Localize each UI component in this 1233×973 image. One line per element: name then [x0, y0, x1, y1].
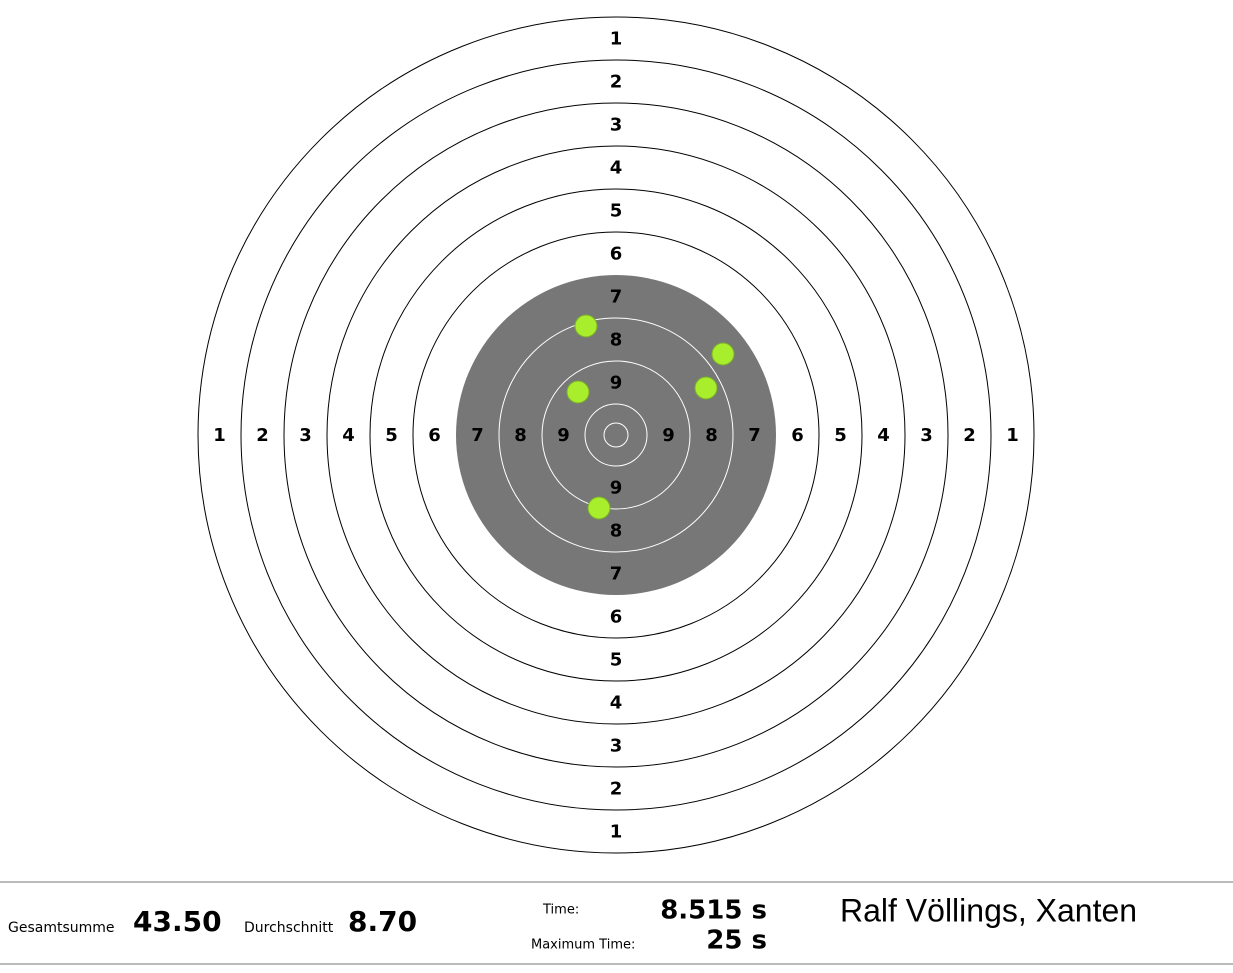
- ring-label: 1: [1006, 425, 1019, 446]
- ring-label: 7: [610, 287, 623, 308]
- shot: [711, 342, 735, 366]
- ring-label: 8: [610, 521, 623, 542]
- max-time-label: Maximum Time:: [531, 938, 635, 953]
- ring-label: 7: [610, 564, 623, 585]
- shot: [566, 380, 590, 404]
- ring-label: 3: [610, 115, 623, 136]
- ring-label: 3: [299, 425, 312, 446]
- ring-label: 9: [610, 478, 623, 499]
- time-value: 8.515 s: [660, 896, 767, 926]
- ring-label: 6: [610, 607, 623, 628]
- black-disc: [456, 275, 776, 595]
- ring-label: 8: [514, 425, 527, 446]
- target: 1 1 1 1 2 2 2 2 3 3 3 3 4 4 4 4 5 5 5 5 6 6 6 6 7 7 7 7 8 8 8 8 9 9 9 9: [197, 16, 1035, 854]
- ring-label: 8: [610, 330, 623, 351]
- ring-label: 7: [748, 425, 761, 446]
- ring-label: 6: [791, 425, 804, 446]
- ring-label: 1: [610, 822, 623, 843]
- ring-label: 6: [428, 425, 441, 446]
- ring-label: 4: [877, 425, 890, 446]
- ring-label: 4: [610, 693, 623, 714]
- ring-label: 3: [920, 425, 933, 446]
- ring: [541, 360, 691, 510]
- ring-label: 7: [471, 425, 484, 446]
- shot: [694, 376, 718, 400]
- ring-label: 4: [610, 158, 623, 179]
- shot: [574, 314, 598, 338]
- average-value: 8.70: [348, 905, 417, 938]
- ring-label: 5: [834, 425, 847, 446]
- ring-label: 4: [342, 425, 355, 446]
- time-label: Time:: [542, 903, 579, 918]
- ring-label: 9: [557, 425, 570, 446]
- ring-label: 5: [610, 201, 623, 222]
- average-label: Durchschnitt: [244, 920, 334, 936]
- ring: [584, 403, 648, 467]
- shots: [566, 314, 735, 520]
- total-value: 43.50: [133, 905, 222, 938]
- ring-label: 9: [662, 425, 675, 446]
- shot: [587, 496, 611, 520]
- max-time-value: 25 s: [706, 926, 767, 956]
- ring-label: 8: [705, 425, 718, 446]
- ring-label: 1: [213, 425, 226, 446]
- ring-label: 2: [610, 779, 623, 800]
- ring-label: 2: [610, 72, 623, 93]
- ring-label: 5: [610, 650, 623, 671]
- inner-ten: [603, 422, 629, 448]
- ring-label: 2: [963, 425, 976, 446]
- ring-label: 6: [610, 244, 623, 265]
- ring-label: 1: [610, 29, 623, 50]
- total-label: Gesamtsumme: [8, 920, 115, 936]
- ring-label: 5: [385, 425, 398, 446]
- shooter-name: Ralf Völlings, Xanten: [840, 892, 1137, 928]
- ring-label: 3: [610, 736, 623, 757]
- ring-label: 9: [610, 373, 623, 394]
- ring: [498, 317, 734, 553]
- ring-label: 2: [256, 425, 269, 446]
